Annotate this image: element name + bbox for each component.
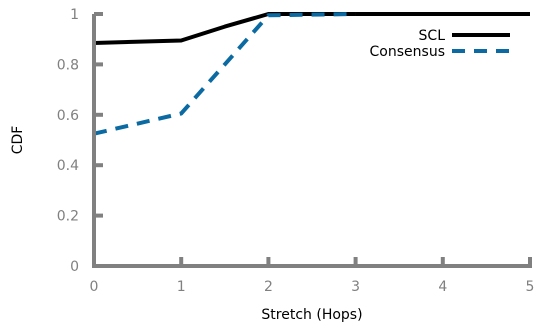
x-tick-label: 5 xyxy=(526,279,535,295)
y-tick-label: 0.8 xyxy=(57,57,79,73)
series-line-consensus xyxy=(93,12,356,136)
y-tick-label: 0.2 xyxy=(57,209,79,225)
y-tick-label: 0.4 xyxy=(57,158,79,174)
y-axis-title: CDF xyxy=(10,126,26,155)
x-tick-label: 2 xyxy=(264,279,273,295)
x-tick-label: 0 xyxy=(90,279,99,295)
series-line-scl xyxy=(93,12,530,45)
y-tick-label: 0 xyxy=(70,259,79,275)
x-tick-label: 4 xyxy=(438,279,447,295)
y-tick-label: 1 xyxy=(70,7,79,23)
x-tick-label: 3 xyxy=(351,279,360,295)
tick-labels: 0 1 2 3 4 5 0 0.2 0.4 0.6 0.8 1 xyxy=(57,7,535,295)
y-tick-label: 0.6 xyxy=(57,108,79,124)
x-axis-title: Stretch (Hops) xyxy=(261,307,362,323)
ticks xyxy=(92,12,532,268)
x-tick-label: 1 xyxy=(177,279,186,295)
axes xyxy=(92,14,532,268)
plot-lines xyxy=(93,12,530,136)
legend-label: SCL xyxy=(419,28,446,44)
legend-label: Consensus xyxy=(370,44,445,60)
